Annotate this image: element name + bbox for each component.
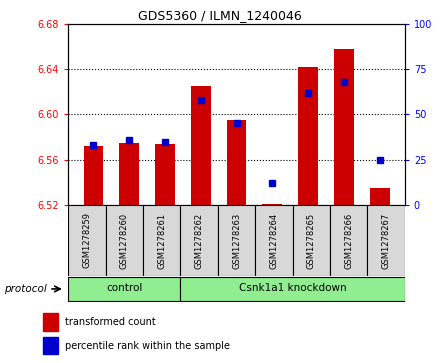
Bar [106,205,143,276]
Bar [180,277,405,301]
Text: GSM1278260: GSM1278260 [120,212,129,269]
Bar [68,277,180,301]
Bar [43,337,58,354]
Text: GSM1278259: GSM1278259 [82,212,92,269]
Text: percentile rank within the sample: percentile rank within the sample [65,341,230,351]
Bar [180,205,218,276]
Text: GSM1278266: GSM1278266 [344,212,353,269]
Bar [370,188,389,205]
Bar [119,143,139,205]
Bar [255,205,293,276]
Bar [334,49,354,205]
Bar [330,205,367,276]
Bar [143,205,180,276]
Text: control: control [106,284,143,293]
Text: GSM1278265: GSM1278265 [307,212,316,269]
Text: GSM1278262: GSM1278262 [194,212,204,269]
Bar [298,67,318,205]
Bar [293,205,330,276]
Text: Csnk1a1 knockdown: Csnk1a1 knockdown [239,284,346,293]
Bar [68,205,106,276]
Text: transformed count: transformed count [65,317,156,327]
Text: GSM1278261: GSM1278261 [157,212,166,269]
Text: GDS5360 / ILMN_1240046: GDS5360 / ILMN_1240046 [138,9,302,22]
Bar [227,120,246,205]
Text: GSM1278267: GSM1278267 [381,212,391,269]
Bar [218,205,255,276]
Bar [43,313,58,331]
Bar [155,144,175,205]
Bar [191,86,211,205]
Bar [262,204,282,205]
Text: GSM1278264: GSM1278264 [269,212,279,269]
Text: protocol: protocol [4,284,47,294]
Bar [84,146,103,205]
Bar [367,205,405,276]
Text: GSM1278263: GSM1278263 [232,212,241,269]
